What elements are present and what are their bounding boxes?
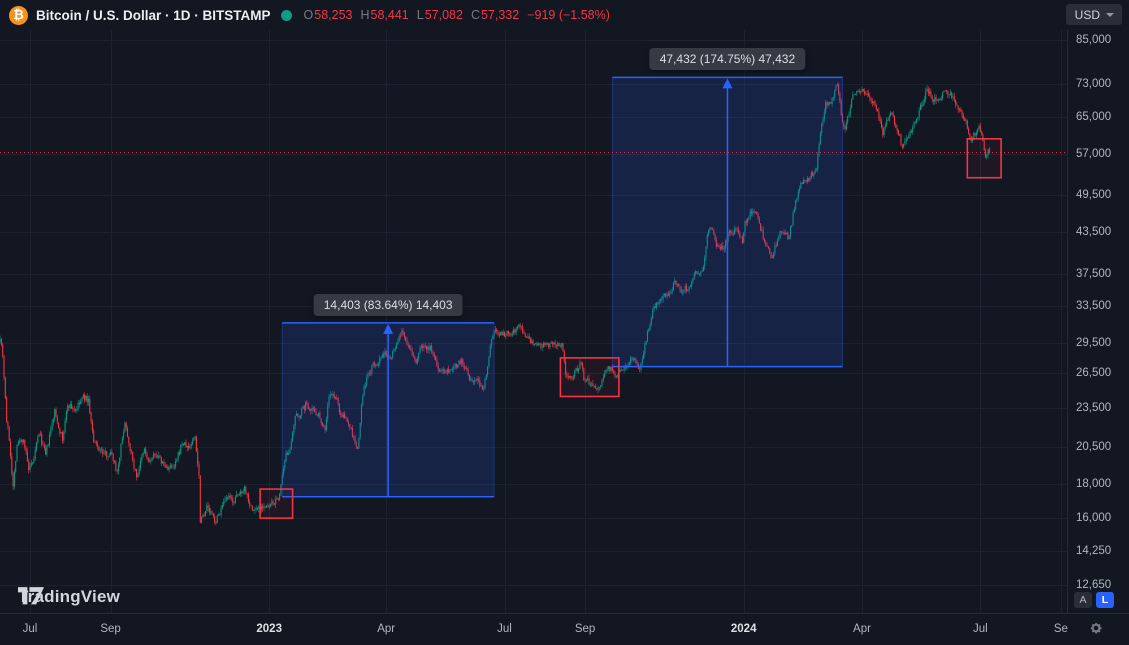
chart-pane[interactable]: 14,403 (83.64%) 14,403 47,432 (174.75%) … (0, 30, 1067, 613)
red-box (259, 488, 294, 519)
close-label: C (470, 8, 480, 22)
chart-header: ₿ Bitcoin / U.S. Dollar · 1D · BITSTAMP … (0, 0, 1129, 30)
chevron-down-icon (1106, 12, 1114, 17)
time-axis-label: 2023 (256, 623, 282, 635)
price-axis-label: 20,500 (1076, 440, 1112, 453)
tradingview-wordmark: TradingView (18, 587, 121, 606)
time-axis-label: Sep (574, 623, 596, 635)
price-axis-label: 37,500 (1076, 268, 1112, 281)
price-axis-label: 43,500 (1076, 225, 1112, 238)
price-axis-label: 18,000 (1076, 478, 1112, 491)
time-axis[interactable]: Jul Sep 2023 Apr Jul Sep 2024 Apr Jul Se (0, 613, 1129, 645)
open-label: O (303, 8, 314, 22)
auto-scale-button[interactable]: A (1074, 592, 1092, 608)
low-value: 57,082 (424, 8, 463, 22)
symbol-title[interactable]: Bitcoin / U.S. Dollar · 1D · BITSTAMP (36, 7, 271, 23)
time-axis-label: Apr (377, 623, 396, 635)
price-axis-label: 26,500 (1076, 367, 1112, 380)
change-value: −919 (−1.58%) (527, 8, 610, 22)
price-axis-label: 57,000 (1076, 148, 1112, 161)
time-axis-label: Se (1053, 623, 1068, 635)
time-axis-label: Jul (497, 623, 512, 635)
price-axis-label: 85,000 (1076, 34, 1112, 46)
candles (0, 82, 990, 526)
time-axis-label: Sep (100, 623, 121, 635)
price-axis-label: 65,000 (1076, 110, 1112, 123)
log-scale-button[interactable]: L (1096, 592, 1114, 608)
time-axis-label: Apr (853, 623, 871, 635)
open-value: 58,253 (314, 8, 353, 22)
measurement-label-2[interactable]: 47,432 (174.75%) 47,432 (649, 48, 806, 71)
bitcoin-logo-icon: ₿ (9, 5, 28, 25)
tradingview-mark-icon (18, 587, 44, 605)
low-label: L (416, 8, 424, 22)
price-axis-label: 12,650 (1076, 579, 1112, 592)
ohlc-readout: O 58,253 H 58,441 L 57,082 C 57,332 −919 (−1… (304, 8, 610, 22)
currency-label: USD (1074, 7, 1100, 22)
time-axis-label: Jul (972, 623, 988, 635)
close-value: 57,332 (480, 8, 520, 22)
high-label: H (360, 8, 370, 22)
price-axis-label: 16,000 (1076, 511, 1112, 524)
currency-selector[interactable]: USD (1065, 4, 1122, 25)
time-axis-label: 2024 (730, 623, 757, 635)
grid (0, 30, 1067, 613)
price-axis[interactable]: 85,000 73,000 65,000 57,000 49,500 43,500 37,5… (1067, 30, 1129, 613)
price-axis-label: 29,500 (1076, 336, 1112, 349)
price-axis-label: 14,250 (1076, 544, 1112, 557)
price-axis-label: 33,500 (1076, 300, 1112, 313)
exchange-logo-icon (280, 9, 292, 21)
measurement-label-1[interactable]: 14,403 (83.64%) 14,403 (313, 293, 463, 316)
price-axis-label: 49,500 (1076, 188, 1112, 201)
drawings[interactable] (0, 76, 1067, 519)
measurement-arrow-icon (722, 78, 733, 89)
chart-svg (0, 30, 1067, 613)
measurement-arrow-icon (383, 323, 394, 334)
red-box (966, 137, 1002, 179)
time-axis-label: Jul (22, 623, 38, 635)
gear-icon[interactable] (1089, 621, 1103, 640)
tradingview-logo[interactable]: TradingView (18, 587, 120, 607)
price-axis-label: 73,000 (1076, 77, 1112, 90)
high-value: 58,441 (370, 8, 409, 22)
red-box (559, 357, 620, 398)
price-axis-label: 23,500 (1076, 401, 1112, 414)
